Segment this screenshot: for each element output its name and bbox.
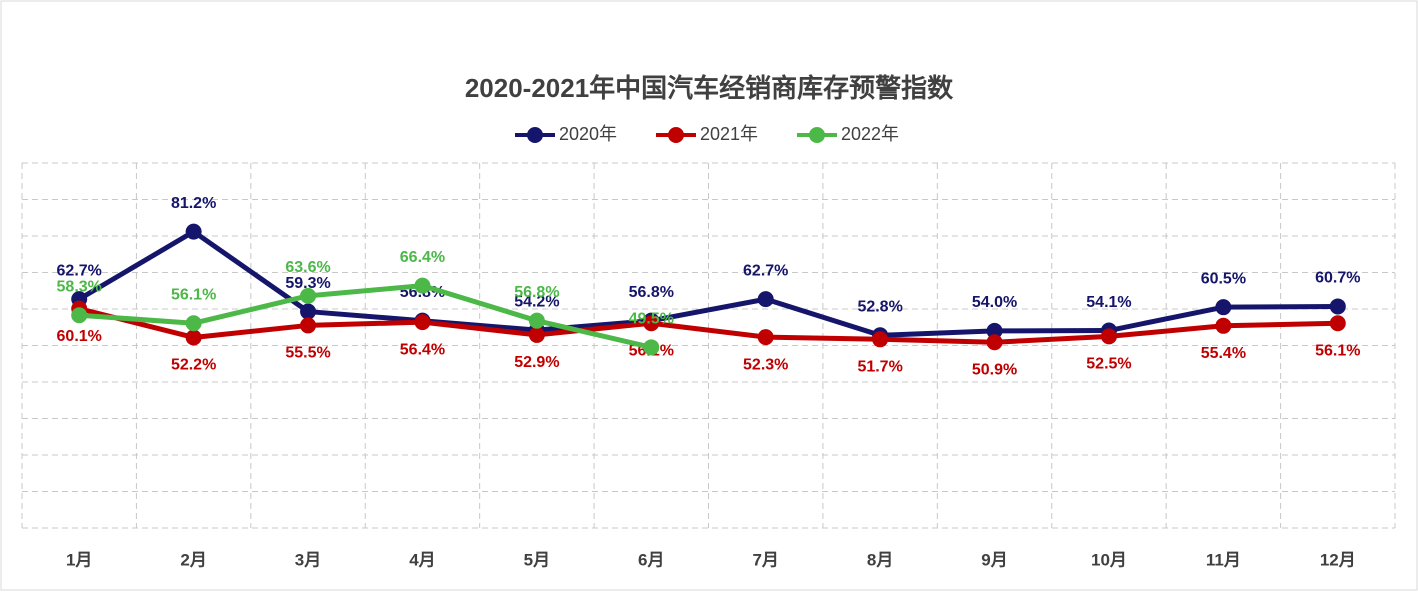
legend-marker (809, 127, 825, 143)
data-point (71, 307, 88, 324)
data-label: 63.6% (285, 259, 330, 276)
series-line (78, 306, 1338, 345)
data-label: 56.8% (514, 284, 559, 301)
data-label: 50.9% (972, 361, 1017, 378)
data-point (986, 322, 1003, 339)
x-tick-label: 12月 (1320, 550, 1356, 569)
data-point (1100, 328, 1117, 345)
chart-title: 2020-2021年中国汽车经销商库存预警指数 (465, 73, 954, 103)
data-label: 49.5% (629, 311, 674, 328)
data-label: 59.3% (285, 275, 330, 292)
data-label: 52.9% (514, 354, 559, 371)
x-tick-label: 11月 (1206, 550, 1241, 569)
data-label: 52.8% (857, 298, 902, 315)
data-label: 52.2% (171, 357, 216, 374)
data-label: 55.4% (1201, 345, 1246, 362)
series-line (79, 283, 652, 350)
x-tick-label: 10月 (1091, 550, 1127, 569)
data-label: 56.8% (629, 284, 674, 301)
data-point (1329, 315, 1346, 332)
data-label: 54.0% (972, 294, 1017, 311)
data-point (528, 312, 545, 329)
data-label: 56.1% (1315, 342, 1360, 359)
legend-marker (527, 127, 543, 143)
data-point (757, 291, 774, 308)
data-point (414, 277, 431, 294)
data-label: 52.3% (743, 356, 788, 373)
data-label: 56.1% (171, 286, 216, 303)
data-point (986, 334, 1003, 351)
data-point (1215, 299, 1232, 316)
data-point (872, 331, 889, 348)
data-label: 81.2% (171, 195, 216, 212)
x-tick-label: 5月 (524, 550, 550, 569)
data-point (300, 317, 317, 334)
x-tick-label: 9月 (981, 550, 1007, 569)
x-tick-label: 4月 (409, 550, 435, 569)
legend-label: 2020年 (559, 124, 617, 144)
data-point (185, 315, 202, 332)
data-label: 52.5% (1086, 356, 1131, 373)
x-tick-label: 7月 (752, 550, 778, 569)
data-point (757, 329, 774, 346)
data-point (185, 329, 202, 346)
data-point (643, 315, 660, 332)
x-tick-label: 6月 (638, 550, 664, 569)
data-point (414, 314, 431, 331)
x-tick-label: 1月 (66, 550, 92, 569)
data-point (185, 223, 202, 240)
data-label: 62.7% (743, 262, 788, 279)
data-label: 58.3% (57, 278, 102, 295)
x-tick-label: 8月 (867, 550, 893, 569)
data-label: 54.1% (1086, 294, 1131, 311)
data-point (1329, 298, 1346, 315)
data-point (300, 303, 317, 320)
data-label: 60.1% (57, 328, 102, 345)
data-label: 62.7% (57, 262, 102, 279)
data-point (643, 339, 660, 356)
x-tick-label: 3月 (295, 550, 321, 569)
data-point (528, 326, 545, 343)
data-label: 60.7% (1315, 270, 1360, 287)
legend-label: 2021年 (700, 124, 758, 144)
data-label: 51.7% (857, 359, 902, 376)
legend-marker (668, 127, 684, 143)
data-label: 54.2% (514, 293, 559, 310)
data-label: 56.4% (400, 341, 445, 358)
data-point (1215, 317, 1232, 334)
data-point (300, 287, 317, 304)
legend-label: 2022年 (841, 124, 899, 144)
data-label: 60.5% (1201, 270, 1246, 287)
data-label: 55.5% (285, 345, 330, 362)
data-label: 66.4% (400, 249, 445, 266)
x-tick-label: 2月 (180, 550, 206, 569)
